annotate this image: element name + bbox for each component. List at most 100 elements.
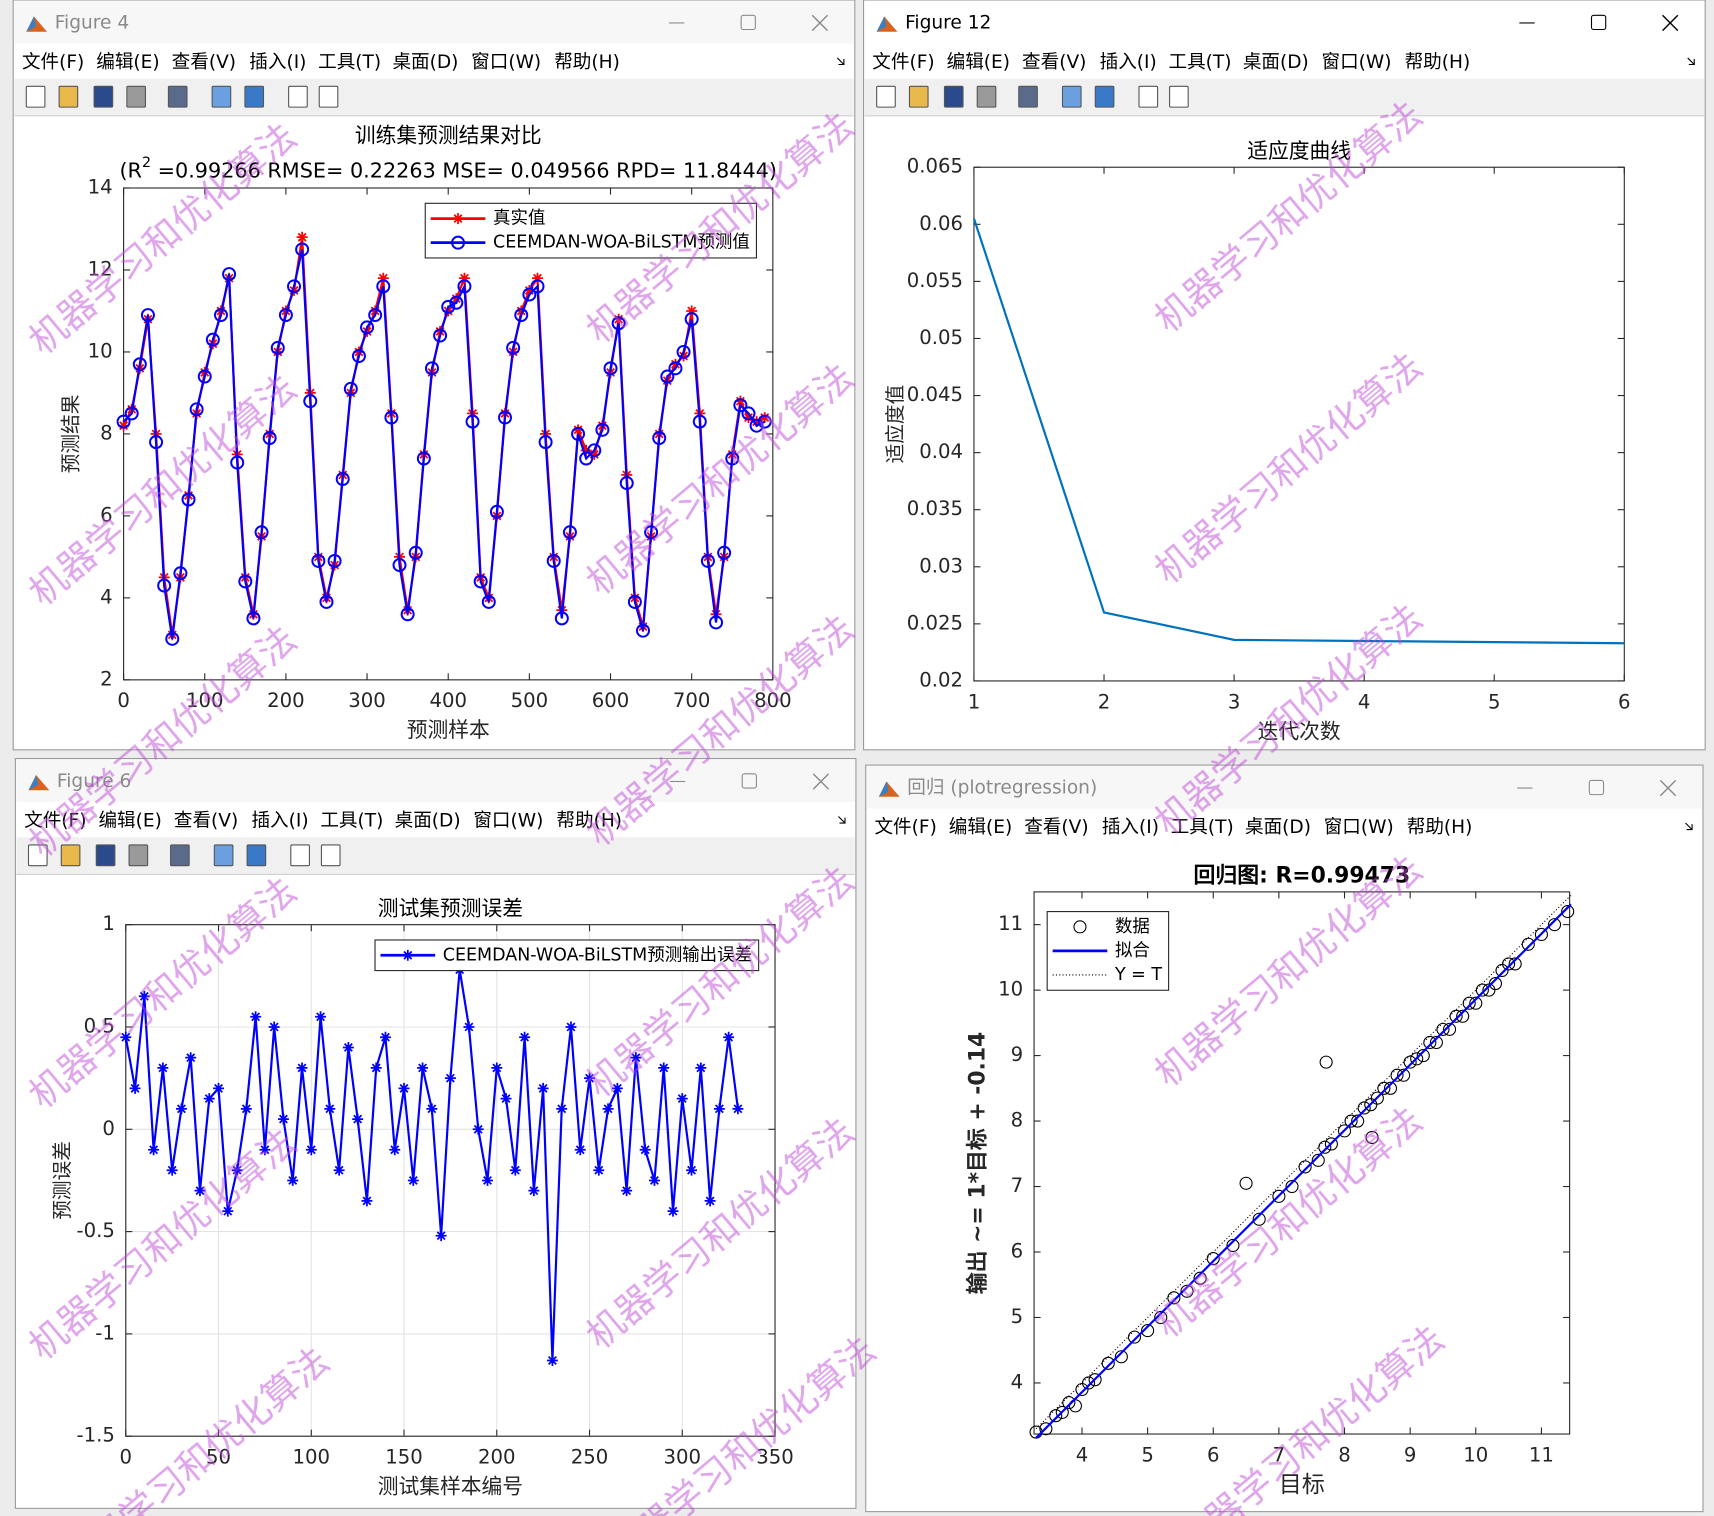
menu-item[interactable]: 插入(I) xyxy=(249,52,306,73)
toolbar-button[interactable] xyxy=(213,844,234,867)
x-tick-label: 1 xyxy=(968,690,981,713)
close-button[interactable] xyxy=(1659,779,1677,797)
toolbar-button[interactable] xyxy=(27,844,48,867)
menu-item[interactable]: 窗口(W) xyxy=(473,810,543,831)
axes-box xyxy=(125,924,776,1437)
marker-star xyxy=(296,231,308,243)
marker-circle xyxy=(197,369,212,384)
toolbar-button[interactable] xyxy=(1094,85,1115,108)
x-axis-label: 目标 xyxy=(1279,1472,1325,1498)
toolbar-button[interactable] xyxy=(95,844,116,867)
toolbar-button[interactable] xyxy=(25,85,46,108)
menu-item[interactable]: 帮助(H) xyxy=(554,52,620,73)
menu-item[interactable]: 桌面(D) xyxy=(392,52,458,73)
menu-bar xyxy=(864,43,1705,79)
toolbar-button[interactable] xyxy=(1138,85,1159,108)
window-title: 回归 (plotregression) xyxy=(907,778,1097,799)
marker-star xyxy=(593,1164,605,1176)
marker-circle xyxy=(1561,904,1575,919)
close-button[interactable] xyxy=(811,14,828,32)
maximize-button[interactable] xyxy=(1588,779,1605,796)
menu-item[interactable]: 查看(V) xyxy=(172,52,236,73)
toolbar-button[interactable] xyxy=(170,844,190,867)
menu-item[interactable]: 工具(T) xyxy=(1171,817,1234,838)
legend-label: Y = T xyxy=(1114,965,1162,985)
menu-item[interactable]: 编辑(E) xyxy=(949,817,1012,838)
menu-item[interactable]: 工具(T) xyxy=(1169,52,1232,73)
toolbar-button[interactable] xyxy=(246,844,267,867)
marker-circle xyxy=(1324,1137,1338,1151)
menu-item[interactable]: 窗口(W) xyxy=(471,52,541,73)
marker-star xyxy=(426,1103,438,1115)
toolbar-button[interactable] xyxy=(58,85,79,108)
menu-item[interactable]: 桌面(D) xyxy=(1245,817,1311,838)
toolbar-button[interactable] xyxy=(288,85,308,108)
toolbar-button[interactable] xyxy=(93,85,114,108)
toolbar-button[interactable] xyxy=(1061,85,1082,108)
menu-item[interactable]: 帮助(H) xyxy=(1407,817,1473,838)
menu-item[interactable]: 查看(V) xyxy=(174,810,238,831)
marker-circle xyxy=(343,381,358,396)
menu-item[interactable]: 工具(T) xyxy=(320,810,383,831)
close-button[interactable] xyxy=(812,773,830,790)
matlab-icon xyxy=(26,16,37,32)
toolbar-button[interactable] xyxy=(976,85,997,108)
menu-item[interactable]: 桌面(D) xyxy=(1243,52,1309,73)
toolbar-button[interactable] xyxy=(167,85,188,108)
menu-item[interactable]: 查看(V) xyxy=(1022,52,1086,73)
toolbar-button[interactable] xyxy=(908,85,929,108)
marker-circle xyxy=(1416,1049,1430,1063)
toolbar-button[interactable] xyxy=(943,85,964,108)
menu-item[interactable]: 插入(I) xyxy=(1102,817,1159,838)
marker-star xyxy=(458,272,470,284)
marker-star xyxy=(324,1103,336,1115)
axes: 4 5 6 7 8 9 10 11 4 5 6 7 8 9 10 11 回归图: R=0.99473 目标 输出 ~… xyxy=(964,864,1575,1498)
x-tick-label: 7 xyxy=(1273,1443,1286,1466)
menu-item[interactable]: 编辑(E) xyxy=(947,52,1010,73)
toolbar-button[interactable] xyxy=(320,844,341,867)
dock-arrow[interactable] xyxy=(836,57,845,66)
marker-circle xyxy=(1410,1052,1424,1066)
toolbar-button[interactable] xyxy=(211,85,232,108)
toolbar-button[interactable] xyxy=(318,85,339,108)
axes: 0 100 200 300 400 500 600 700 800 2 4 6 8 10 12 14 训练集预测… xyxy=(60,124,792,743)
close-button[interactable] xyxy=(1662,14,1679,32)
dock-arrow[interactable] xyxy=(838,816,846,824)
axes-box xyxy=(123,187,774,681)
menu-item[interactable]: 文件(F) xyxy=(872,52,934,73)
menu-item[interactable]: 文件(F) xyxy=(22,52,84,73)
marker-circle xyxy=(287,279,302,294)
toolbar-button[interactable] xyxy=(244,85,265,108)
menu-item[interactable]: 插入(I) xyxy=(1100,52,1157,73)
dock-arrow[interactable] xyxy=(1685,822,1693,831)
toolbar-button[interactable] xyxy=(1169,85,1189,108)
menu-item[interactable]: 窗口(W) xyxy=(1322,52,1392,73)
menu-item[interactable]: 查看(V) xyxy=(1024,817,1088,838)
marker-circle xyxy=(230,455,245,470)
marker-star xyxy=(120,1031,132,1043)
menu-item[interactable]: 帮助(H) xyxy=(1405,52,1471,73)
toolbar-button[interactable] xyxy=(1018,85,1038,108)
menu-item[interactable]: 文件(F) xyxy=(874,817,936,838)
y-tick-label: 4 xyxy=(100,585,113,608)
toolbar-button[interactable] xyxy=(126,85,146,108)
menu-item[interactable]: 工具(T) xyxy=(318,52,381,73)
maximize-button[interactable] xyxy=(741,773,757,789)
marker-star xyxy=(482,1174,493,1186)
menu-item[interactable]: 编辑(E) xyxy=(96,52,159,73)
maximize-button[interactable] xyxy=(1590,14,1607,31)
menu-item[interactable]: 桌面(D) xyxy=(395,810,461,831)
dock-arrow[interactable] xyxy=(1687,57,1695,66)
toolbar-button[interactable] xyxy=(60,844,81,867)
menu-item[interactable]: 窗口(W) xyxy=(1324,817,1394,838)
menu-item[interactable]: 插入(I) xyxy=(251,810,308,831)
menu-item[interactable]: 编辑(E) xyxy=(98,810,161,831)
toolbar-button[interactable] xyxy=(876,85,896,108)
marker-circle xyxy=(165,631,180,646)
menu-item[interactable]: 文件(F) xyxy=(24,810,86,831)
marker-circle xyxy=(1488,976,1503,991)
menu-item[interactable]: 帮助(H) xyxy=(556,810,622,831)
toolbar-button[interactable] xyxy=(128,844,149,867)
toolbar-button[interactable] xyxy=(290,844,310,867)
maximize-button[interactable] xyxy=(740,14,756,31)
